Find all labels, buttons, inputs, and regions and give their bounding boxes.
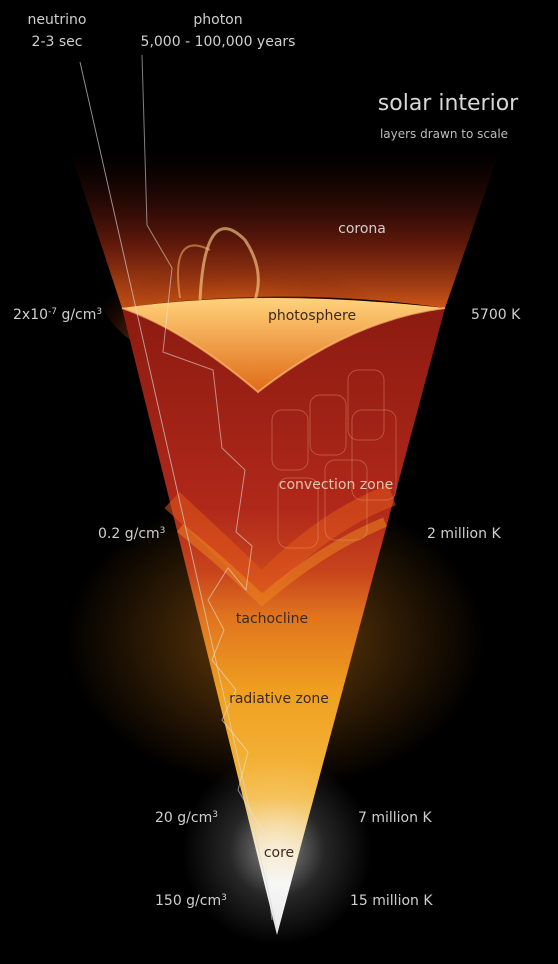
corona-label: corona [338, 221, 386, 237]
photosphere-surface [121, 307, 446, 394]
prominence-loop [198, 227, 260, 301]
diagram-subtitle: layers drawn to scale [379, 127, 509, 141]
cone-body [122, 298, 445, 935]
convection-zone-label: convection zone [278, 477, 394, 493]
density-center: 150 g/cm3 [155, 893, 227, 909]
temperature-core-edge: 7 million K [358, 810, 432, 826]
photosphere-label: photosphere [267, 308, 357, 324]
temperature-surface: 5700 K [471, 307, 521, 323]
photon-path [141, 54, 273, 921]
neutrino-label: neutrino [27, 12, 87, 28]
neutrino-time: 2-3 sec [31, 34, 83, 50]
neutrino-path [79, 61, 278, 931]
temperature-convection-base: 2 million K [427, 526, 501, 542]
tachocline-label: tachocline [235, 611, 309, 627]
tachocline-band [176, 517, 387, 607]
temperature-center: 15 million K [350, 893, 433, 909]
core-label: core [263, 845, 295, 861]
density-surface: 2x10-7 g/cm3 [13, 307, 103, 323]
convection-boundary [164, 484, 396, 601]
diagram-title: solar interior [377, 91, 519, 116]
core-glow [182, 755, 372, 945]
photon-label: photon [193, 12, 243, 28]
radiative-zone-label: radiative zone [229, 691, 329, 707]
density-core-edge: 20 g/cm3 [155, 810, 218, 826]
prominence-loop [177, 244, 211, 299]
convection-zone-region [122, 298, 445, 392]
photon-time: 5,000 - 100,000 years [140, 34, 296, 50]
convection-cells [271, 369, 397, 549]
density-convection-base: 0.2 g/cm3 [98, 526, 166, 542]
